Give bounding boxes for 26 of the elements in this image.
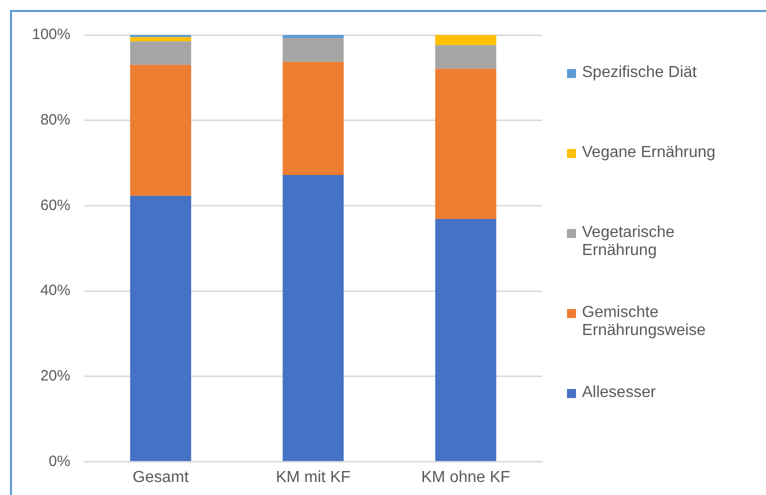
bar: [435, 45, 496, 69]
legend-label: Vegetarische Ernährung: [582, 224, 676, 260]
bar: [130, 196, 192, 462]
x-tick-label: KM mit KF: [276, 468, 351, 486]
y-tick-label: 0%: [48, 452, 70, 470]
bar: [130, 37, 192, 42]
bar: [282, 35, 344, 38]
bar: [130, 41, 192, 65]
bar: [435, 35, 496, 46]
legend-label: Vegane Ernährung: [582, 144, 716, 162]
bar: [130, 64, 192, 196]
bar: [282, 38, 344, 62]
bar: [435, 218, 496, 462]
legend-label: Gemischte Ernährungsweise: [582, 304, 707, 340]
y-tick-label: 60%: [40, 196, 70, 214]
legend-label: Spezifische Diät: [582, 64, 697, 82]
y-tick-label: 100%: [32, 26, 70, 44]
y-tick-label: 20%: [40, 368, 70, 385]
legend-label: Allesesser: [582, 384, 656, 402]
bar: [435, 68, 496, 219]
bar: [282, 174, 344, 462]
y-tick-label: 80%: [40, 112, 70, 128]
x-tick-label: Gesamt: [132, 468, 190, 486]
y-tick-label: 40%: [40, 282, 70, 300]
bar: [282, 62, 344, 175]
x-tick-label: KM ohne KF: [421, 468, 510, 486]
